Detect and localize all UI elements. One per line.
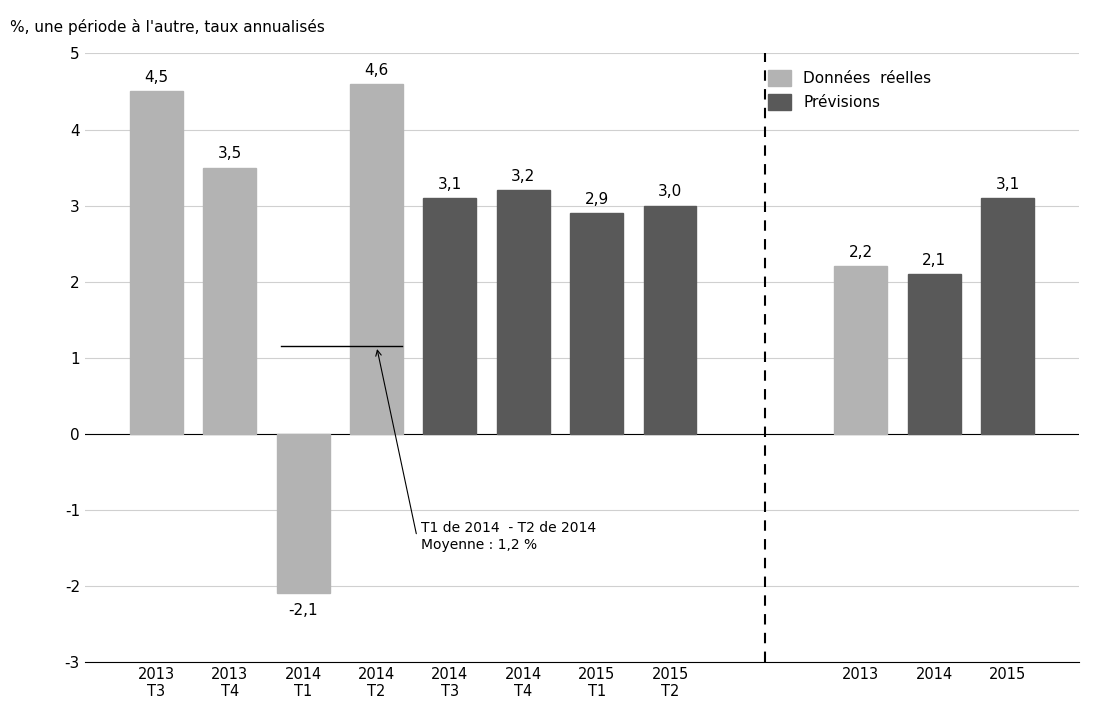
Bar [981,198,1034,433]
Bar [908,274,960,433]
Bar [497,190,550,433]
Text: 3,1: 3,1 [996,177,1020,192]
Bar [130,91,183,433]
Legend: Données  réelles, Prévisions: Données réelles, Prévisions [762,64,937,116]
Text: %, une période à l'autre, taux annualisés: %, une période à l'autre, taux annualisé… [10,19,326,35]
Text: 4,5: 4,5 [144,71,168,86]
Text: 3,1: 3,1 [438,177,462,192]
Bar [835,266,888,433]
Bar [570,213,623,433]
Text: 3,0: 3,0 [658,184,682,199]
Bar [350,84,403,433]
Text: T1 de 2014  - T2 de 2014
Moyenne : 1,2 %: T1 de 2014 - T2 de 2014 Moyenne : 1,2 % [420,521,596,552]
Text: 3,2: 3,2 [512,169,536,184]
Bar [644,206,696,433]
Text: 3,5: 3,5 [218,146,242,161]
Text: 2,9: 2,9 [584,192,608,207]
Text: -2,1: -2,1 [288,603,318,618]
Text: 4,6: 4,6 [364,63,388,78]
Text: 2,2: 2,2 [849,246,873,261]
Bar [204,168,256,433]
Text: 2,1: 2,1 [922,253,946,268]
Bar [424,198,476,433]
Bar [277,433,330,593]
